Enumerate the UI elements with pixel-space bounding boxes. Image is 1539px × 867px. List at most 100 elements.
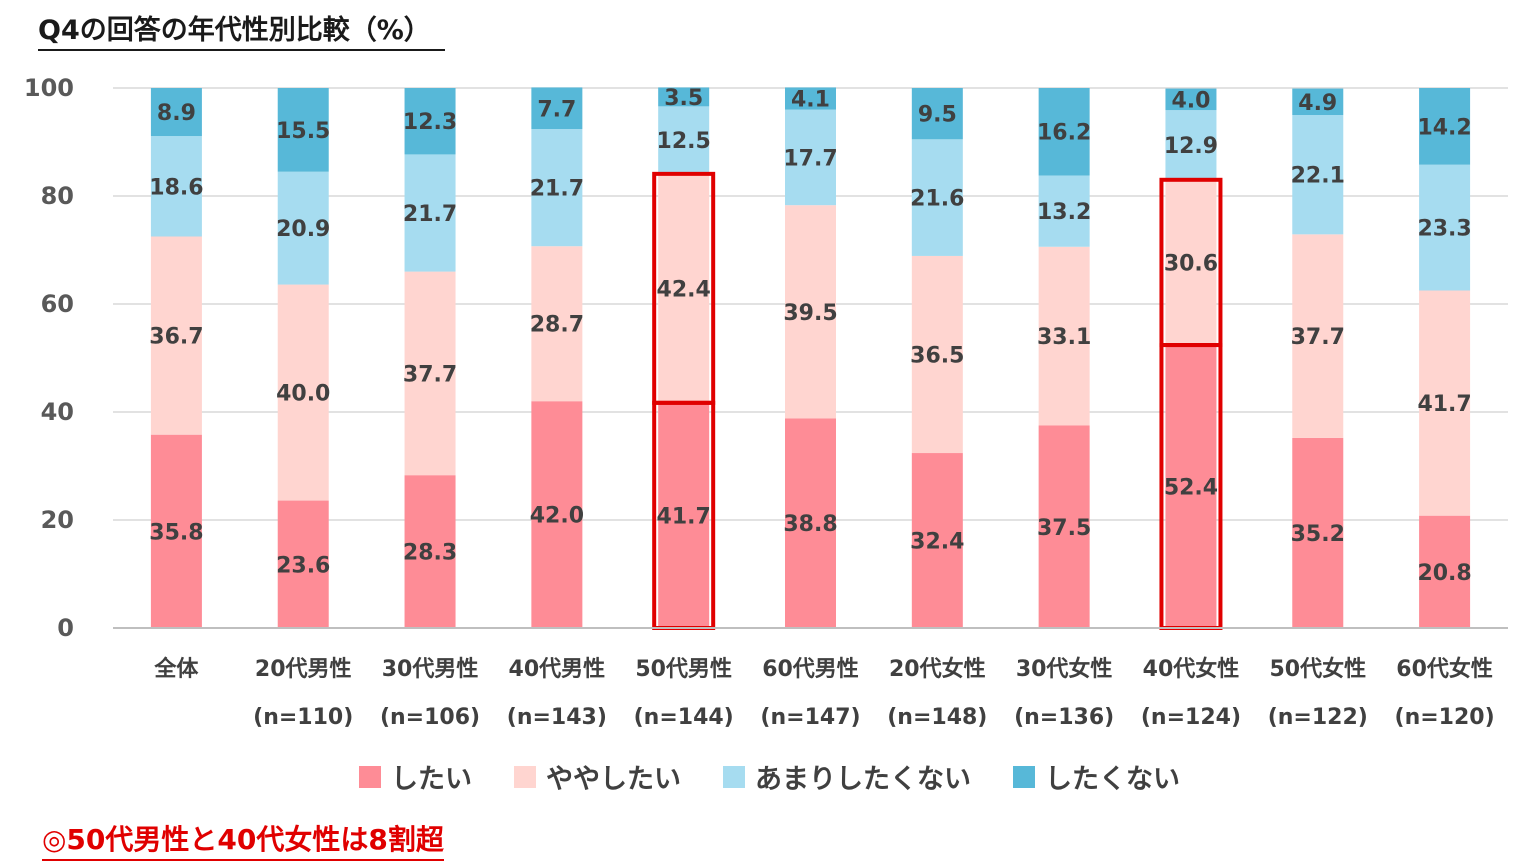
legend-swatch (514, 765, 536, 788)
bar-segment (1419, 88, 1471, 165)
legend-swatch (1013, 765, 1035, 788)
legend-swatch (723, 765, 745, 788)
x-sample-size-label: (n=124) (1141, 705, 1241, 730)
data-label: 12.3 (403, 110, 457, 135)
x-sample-size-label: (n=106) (380, 705, 480, 730)
data-label: 38.8 (783, 512, 837, 537)
data-label: 4.1 (791, 88, 830, 113)
data-label: 37.7 (1291, 325, 1345, 350)
bar-segment (150, 136, 202, 237)
bar-segment (150, 434, 202, 628)
data-label: 41.7 (1417, 392, 1471, 417)
data-label: 20.8 (1417, 561, 1471, 586)
data-label: 42.0 (530, 504, 584, 529)
bar-segment (1292, 88, 1344, 115)
y-tick-label: 100 (24, 74, 74, 102)
data-label: 41.7 (657, 504, 711, 529)
bar-segment (277, 500, 329, 628)
data-label: 42.4 (657, 277, 711, 302)
data-label: 40.0 (276, 382, 330, 407)
x-category-label: 60代男性 (762, 657, 859, 682)
legend-label: あまりしたくない (755, 764, 971, 795)
data-label: 7.7 (537, 97, 576, 122)
data-label: 3.5 (664, 86, 703, 111)
bar-segment (785, 418, 836, 628)
y-tick-label: 80 (41, 182, 74, 210)
data-label: 22.1 (1291, 164, 1345, 189)
data-label: 12.5 (657, 129, 711, 154)
data-label: 13.2 (1037, 200, 1091, 225)
bar-segment (911, 453, 963, 628)
bar-segment (1038, 246, 1090, 426)
data-labels: 35.8 36.7 18.6 8.9 23.6 40.0 20.9 15.5 28.3 37.7 2… (149, 86, 1471, 586)
data-label: 28.7 (530, 313, 584, 338)
bar-segment (404, 88, 456, 155)
bar-segment (1165, 345, 1217, 628)
bar-segment (1292, 115, 1344, 235)
x-category-label: 40代男性 (509, 657, 606, 682)
bar-segment (785, 205, 836, 419)
x-category-label: 30代男性 (382, 657, 479, 682)
data-label: 21.6 (910, 187, 964, 212)
bar-segment (277, 284, 329, 501)
x-category-label: 40代女性 (1143, 656, 1240, 682)
data-label: 23.3 (1417, 217, 1471, 242)
bars (150, 87, 1471, 628)
x-sample-size-label: (n=122) (1268, 705, 1368, 730)
bar-segment (531, 87, 583, 130)
bar-segment (658, 87, 710, 107)
x-category-label: 全体 (153, 656, 199, 682)
legend-label: したい (391, 764, 472, 795)
legend-label: ややしたい (546, 764, 681, 795)
y-tick-label: 20 (41, 506, 74, 534)
legend-item: あまりしたくない (723, 757, 971, 796)
bar-segment (1419, 515, 1471, 628)
bar-segment (1038, 175, 1090, 247)
legend-item: ややしたい (514, 757, 681, 796)
data-label: 21.7 (403, 202, 457, 227)
x-category-label: 60代女性 (1396, 656, 1493, 682)
bar-segment (1038, 88, 1090, 176)
bar-segment (1292, 234, 1344, 438)
data-label: 16.2 (1037, 121, 1091, 146)
bar-segment (150, 88, 202, 137)
legend-label: したくない (1045, 764, 1180, 795)
bar-segment (658, 173, 710, 403)
data-label: 4.9 (1298, 91, 1337, 116)
data-label: 9.5 (918, 103, 957, 128)
x-category-label: 50代男性 (635, 657, 732, 682)
bar-segment (404, 154, 456, 272)
bar-segment (1165, 179, 1217, 346)
data-label: 14.2 (1417, 115, 1471, 140)
bar-segment (277, 88, 329, 172)
data-label: 39.5 (783, 301, 837, 326)
bar-segment (911, 139, 963, 256)
data-label: 15.5 (276, 119, 330, 144)
data-label: 12.9 (1164, 134, 1218, 159)
data-label: 37.7 (403, 362, 457, 387)
bar-segment (785, 109, 836, 206)
y-tick-label: 0 (57, 614, 74, 642)
bar-segment (150, 236, 202, 435)
bar-segment (1419, 164, 1471, 291)
data-label: 23.6 (276, 553, 330, 578)
legend-swatch (359, 765, 381, 788)
bar-segment (531, 246, 583, 402)
bar-segment (658, 106, 710, 174)
data-label: 18.6 (149, 175, 203, 200)
bar-segment (531, 129, 583, 247)
bar-segment (1165, 110, 1217, 180)
bar-segment (1292, 437, 1344, 628)
x-sample-size-label: (n=120) (1395, 705, 1495, 730)
x-sample-size-label: (n=136) (1014, 705, 1114, 730)
y-tick-label: 40 (41, 398, 74, 426)
x-category-label: 20代女性 (889, 656, 986, 682)
data-label: 35.8 (149, 520, 203, 545)
x-sample-size-label: (n=148) (887, 705, 987, 730)
x-sample-size-label: (n=144) (634, 705, 734, 730)
bar-segment (531, 401, 583, 628)
data-label: 20.9 (276, 217, 330, 242)
data-label: 8.9 (157, 101, 196, 126)
highlight-note: ◎50代男性と40代女性は8割超 (42, 818, 444, 861)
x-category-label: 50代女性 (1269, 656, 1366, 682)
